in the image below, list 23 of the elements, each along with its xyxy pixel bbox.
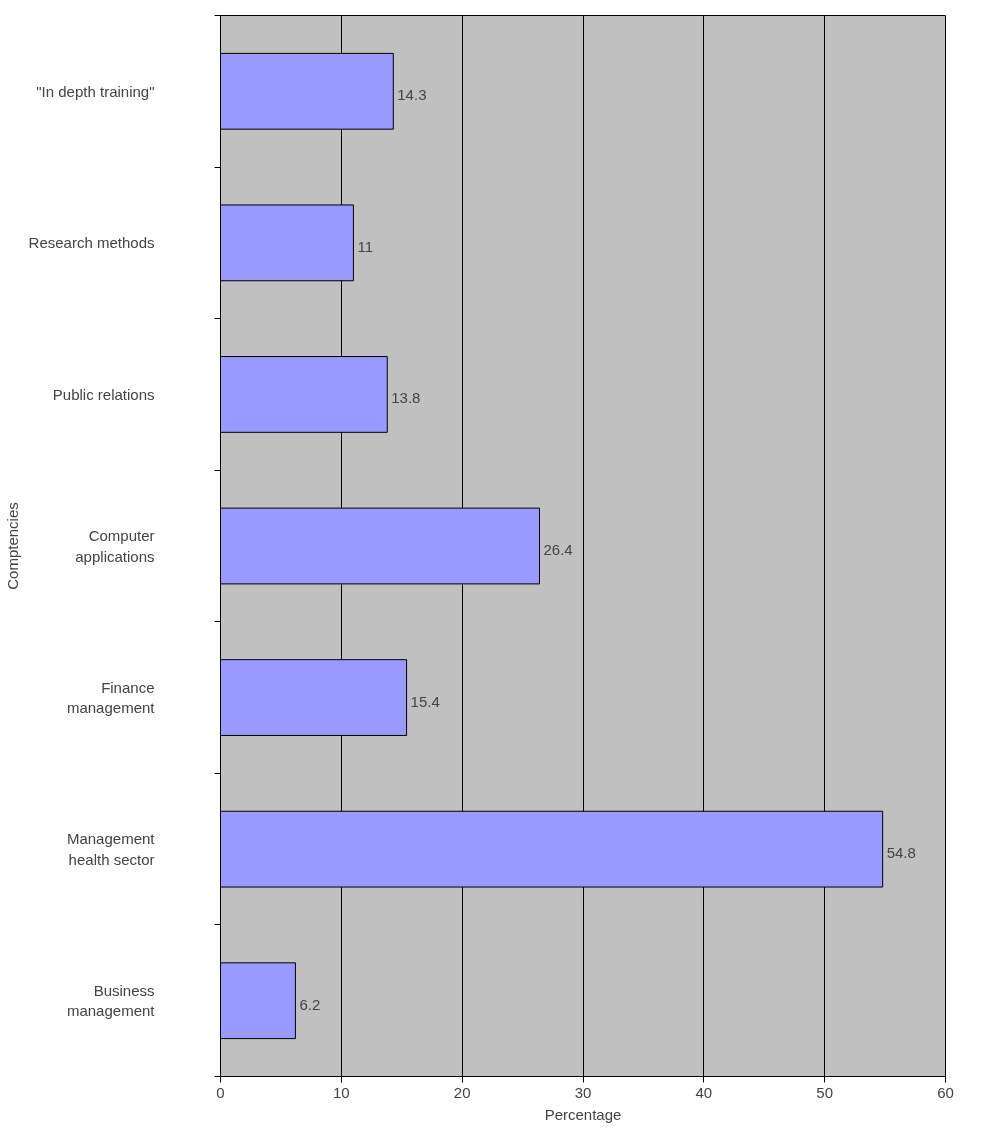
y-tick-label: Business management <box>66 982 156 1020</box>
x-tick-label: 40 <box>695 1083 713 1101</box>
y-tick-label: "In depth training" <box>36 82 155 100</box>
y-tick-label: Research methods <box>28 234 155 252</box>
data-label: 54.8 <box>886 844 916 862</box>
x-tick-label: 0 <box>216 1083 225 1101</box>
x-tick-label: 30 <box>574 1083 592 1101</box>
data-label: 14.3 <box>397 86 427 104</box>
x-tick-label: 60 <box>937 1083 954 1101</box>
x-tick-label: 50 <box>816 1083 834 1101</box>
y-tick-label: Management health sector <box>66 830 156 868</box>
data-label: 6.2 <box>299 995 321 1013</box>
y-tick-label: Finance management <box>66 678 156 717</box>
data-label: 13.8 <box>391 389 421 407</box>
x-axis-title: Percentage <box>544 1105 622 1123</box>
data-label: 15.4 <box>410 692 440 710</box>
x-tick-label: 20 <box>453 1083 471 1101</box>
data-label: 26.4 <box>543 541 573 558</box>
y-tick-label: Computer applications <box>75 527 155 565</box>
x-tick-label: 10 <box>332 1083 350 1101</box>
y-tick-label: Public relations <box>52 385 155 403</box>
y-axis-title: Comptencies <box>3 502 21 590</box>
data-label: 11 <box>357 237 373 255</box>
